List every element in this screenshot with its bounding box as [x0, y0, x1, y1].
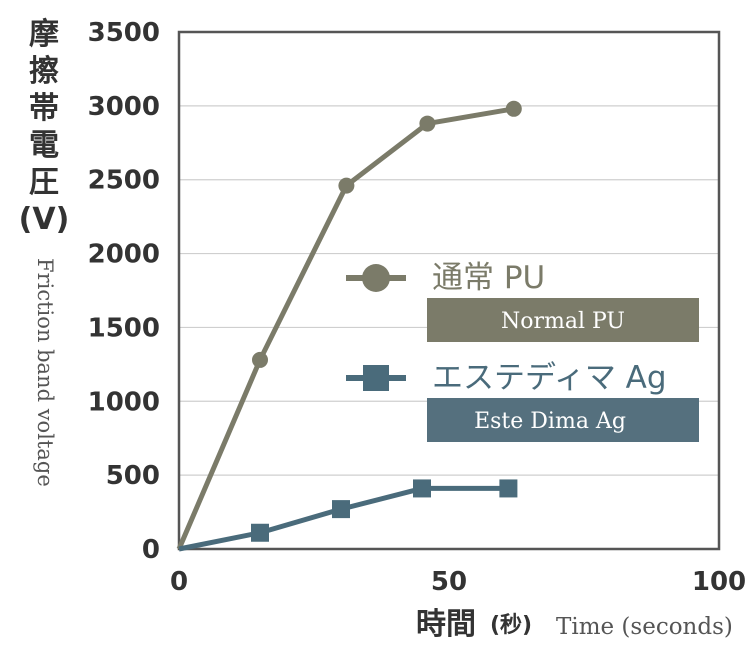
x-tick-label: 0 [170, 567, 188, 597]
y-axis-label-char: 電 [29, 128, 59, 163]
y-axis-label-en: Friction band voltage [33, 258, 57, 487]
legend-badge-normal-pu [427, 298, 699, 342]
legend-marker-normal-pu [362, 264, 390, 292]
legend-item-este-dima-ag: エステディマ Ag Este Dima Ag [346, 360, 699, 442]
y-tick-label: 0 [142, 535, 160, 565]
y-tick-label: 2500 [88, 166, 160, 196]
x-tick-labels: 0 50 100 [170, 567, 746, 597]
y-tick-label: 3000 [88, 92, 160, 122]
x-tick-label: 100 [692, 567, 746, 597]
x-tick-label: 50 [431, 567, 467, 597]
data-point [338, 177, 355, 194]
data-point [413, 479, 431, 498]
legend-label-normal-pu: 通常 PU [432, 260, 545, 296]
legend: 通常 PU Normal PU エステディマ Ag Este Dima Ag [346, 260, 699, 442]
y-axis-label-char: 帯 [29, 91, 59, 126]
y-axis-label-char: 擦 [29, 54, 59, 89]
y-axis-label-char: 圧 [29, 165, 59, 200]
y-axis-label-char: 摩 [29, 17, 59, 52]
legend-badge-label-normal-pu: Normal PU [501, 309, 625, 334]
y-tick-label: 3500 [88, 18, 160, 48]
y-tick-labels: 0 500 1000 1500 2000 2500 3000 3500 [88, 18, 160, 565]
data-point [505, 100, 522, 117]
data-point [251, 523, 269, 542]
legend-badge-label-este-dima-ag: Este Dima Ag [474, 409, 626, 434]
data-point [419, 115, 436, 132]
x-axis-label-en: Time (seconds) [556, 614, 733, 640]
legend-item-normal-pu: 通常 PU Normal PU [346, 260, 699, 342]
data-point [332, 500, 350, 519]
data-point [252, 351, 268, 368]
y-tick-label: 1000 [88, 387, 160, 417]
legend-badge-este-dima-ag [427, 398, 699, 442]
y-tick-label: 2000 [88, 240, 160, 270]
x-axis-label-unit: (秒) [490, 613, 532, 638]
series-layer [176, 100, 522, 552]
data-point [499, 479, 518, 498]
y-axis-label-char: (V) [19, 202, 70, 237]
x-axis-label-jp: 時間 [416, 607, 476, 642]
series-line-1 [178, 485, 509, 552]
plot-frame [177, 30, 721, 551]
y-tick-label: 500 [106, 461, 160, 491]
legend-label-este-dima-ag: エステディマ Ag [432, 360, 667, 396]
legend-marker-este-dima-ag [363, 365, 389, 391]
y-tick-label: 1500 [88, 313, 160, 343]
